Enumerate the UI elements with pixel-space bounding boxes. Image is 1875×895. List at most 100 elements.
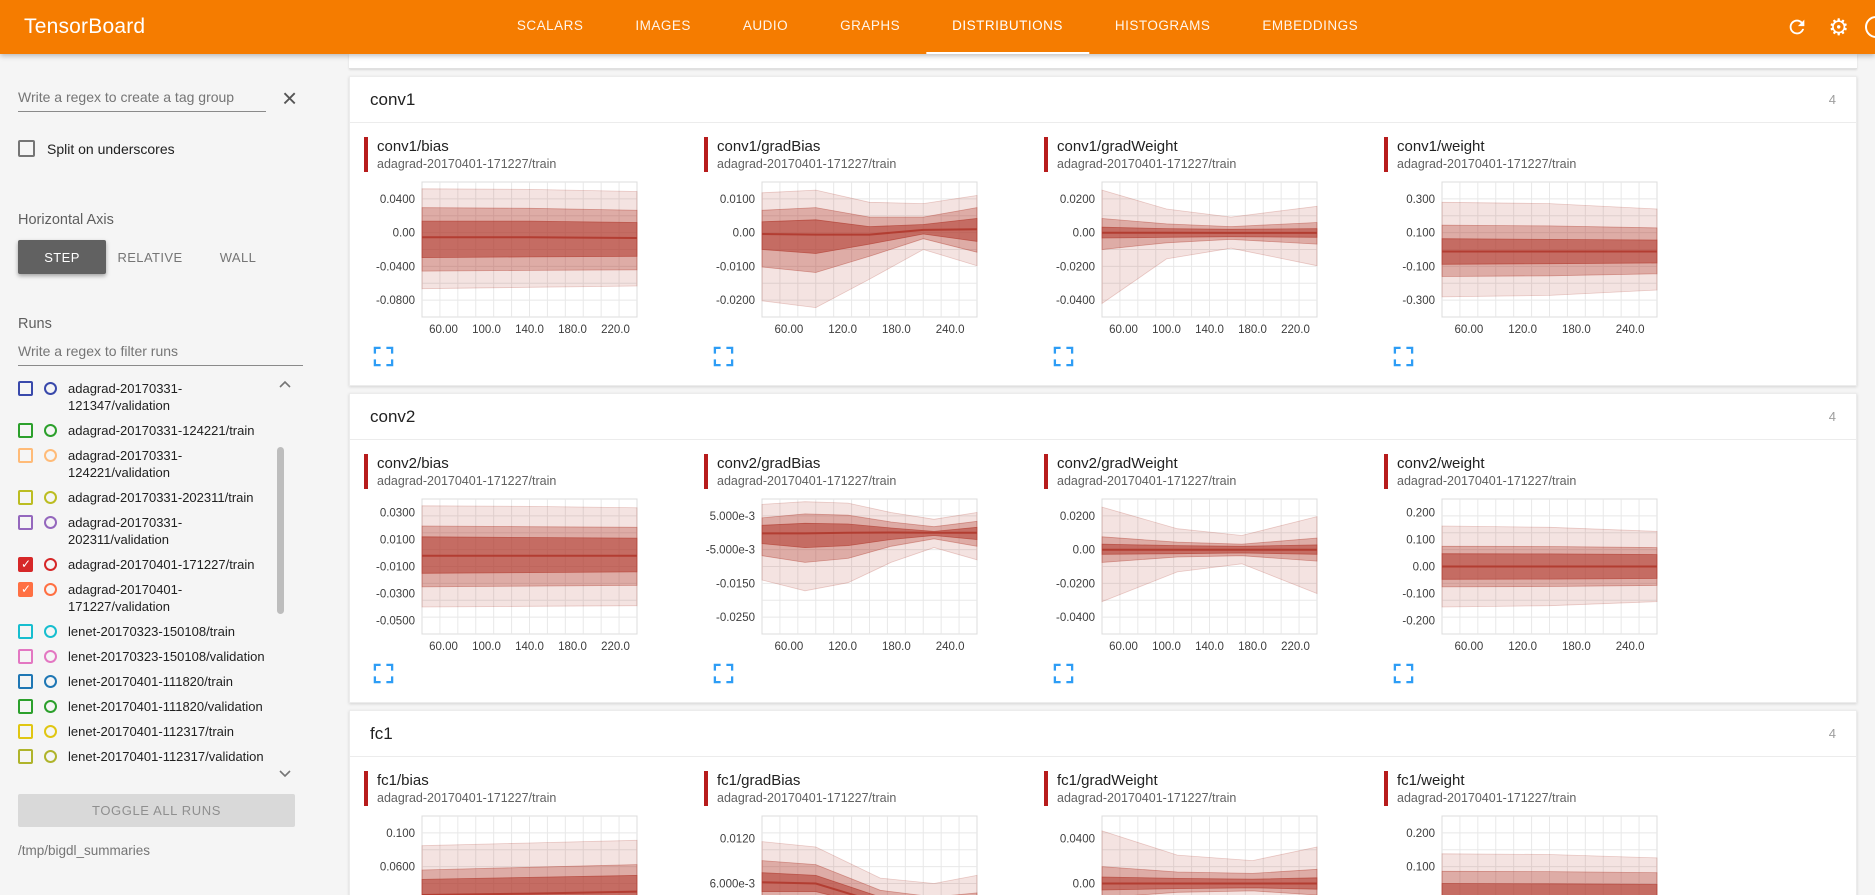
tab-images[interactable]: IMAGES [635, 18, 691, 33]
scroll-down-icon[interactable] [278, 769, 292, 778]
runs-scrollbar-thumb[interactable] [277, 447, 284, 614]
previous-card-edge [349, 54, 1857, 69]
section-header[interactable]: conv1 4 [350, 77, 1856, 123]
axis-relative-button[interactable]: RELATIVE [106, 240, 194, 274]
run-row[interactable]: adagrad-20170401-171227/train [18, 552, 288, 577]
run-row[interactable]: adagrad-20170331-124221/validation [18, 443, 288, 485]
chart-block: conv1/gradWeight adagrad-20170401-171227… [1044, 137, 1384, 375]
fullscreen-icon [373, 663, 394, 684]
run-row[interactable]: lenet-20170401-112317/validation [18, 744, 288, 769]
fullscreen-icon [1393, 663, 1414, 684]
svg-text:0.300: 0.300 [1406, 194, 1435, 206]
run-checkbox[interactable] [18, 490, 33, 505]
run-row[interactable]: adagrad-20170331-202311/train [18, 485, 288, 510]
run-row[interactable]: adagrad-20170331-202311/validation [18, 510, 288, 552]
tag-section-card: conv1 4 conv1/bias adagrad-20170401-1712… [349, 76, 1857, 386]
app-title: TensorBoard [24, 15, 146, 38]
runs-list: adagrad-20170331-121347/validation adagr… [18, 376, 288, 778]
chart-title: conv1/weight [1397, 138, 1485, 155]
tab-graphs[interactable]: GRAPHS [840, 18, 901, 33]
svg-text:-0.0300: -0.0300 [376, 589, 415, 601]
tab-histograms[interactable]: HISTOGRAMS [1114, 18, 1211, 33]
scroll-up-icon[interactable] [278, 380, 292, 389]
svg-text:100.0: 100.0 [1152, 641, 1181, 653]
section-header[interactable]: fc1 4 [350, 711, 1856, 757]
tab-audio[interactable]: AUDIO [742, 18, 789, 33]
run-checkbox[interactable] [18, 381, 33, 396]
runs-regex-input[interactable] [18, 338, 303, 366]
split-checkbox[interactable] [18, 140, 35, 157]
run-checkbox[interactable] [18, 448, 33, 463]
chart-block: fc1/bias adagrad-20170401-171227/train 0… [364, 771, 704, 895]
run-row[interactable]: lenet-20170401-111820/validation [18, 694, 288, 719]
expand-chart-button[interactable] [372, 662, 398, 688]
tag-regex-input[interactable] [18, 84, 266, 112]
run-row[interactable]: adagrad-20170331-124221/train [18, 418, 288, 443]
clear-tag-filter-icon[interactable]: × [282, 83, 298, 113]
settings-gear-icon[interactable]: ⚙ [1828, 13, 1849, 40]
expand-chart-button[interactable] [1052, 345, 1078, 371]
section-title: conv1 [370, 89, 416, 109]
run-label: lenet-20170323-150108/validation [68, 649, 265, 664]
toggle-all-runs-button[interactable]: TOGGLE ALL RUNS [18, 794, 295, 827]
expand-chart-button[interactable] [1052, 662, 1078, 688]
axis-wall-button[interactable]: WALL [194, 240, 282, 274]
runs-panel: adagrad-20170331-121347/validation adagr… [18, 376, 318, 778]
run-color-marker [1044, 454, 1048, 489]
axis-step-button[interactable]: STEP [18, 240, 106, 274]
section-header[interactable]: conv2 4 [350, 394, 1856, 440]
chart-block: fc1/gradWeight adagrad-20170401-171227/t… [1044, 771, 1384, 895]
chart-title: fc1/weight [1397, 772, 1465, 789]
svg-text:120.0: 120.0 [1508, 641, 1537, 653]
run-row[interactable]: adagrad-20170331-121347/validation [18, 376, 288, 418]
expand-chart-button[interactable] [712, 345, 738, 371]
run-row[interactable]: lenet-20170323-150108/validation [18, 644, 288, 669]
run-color-circle [44, 382, 57, 395]
run-checkbox[interactable] [18, 724, 33, 739]
run-label: adagrad-20170401-171227/train [68, 557, 255, 572]
run-color-marker [1384, 137, 1388, 172]
expand-chart-button[interactable] [1392, 345, 1418, 371]
svg-text:0.0400: 0.0400 [380, 194, 415, 206]
chart-title: fc1/bias [377, 772, 429, 789]
expand-chart-button[interactable] [1392, 662, 1418, 688]
run-checkbox[interactable] [18, 699, 33, 714]
tab-scalars[interactable]: SCALARS [516, 18, 584, 33]
chart-run-subtitle: adagrad-20170401-171227/train [717, 157, 897, 171]
run-label: lenet-20170401-112317/validation [68, 749, 264, 764]
run-color-marker [1044, 771, 1048, 806]
run-checkbox[interactable] [18, 749, 33, 764]
run-checkbox[interactable] [18, 582, 33, 597]
svg-text:60.00: 60.00 [774, 641, 803, 653]
run-checkbox[interactable] [18, 674, 33, 689]
help-icon[interactable] [1865, 16, 1875, 38]
expand-chart-button[interactable] [712, 662, 738, 688]
chart-run-subtitle: adagrad-20170401-171227/train [1057, 157, 1237, 171]
cards-container: conv1 4 conv1/bias adagrad-20170401-1712… [331, 76, 1875, 895]
chart-run-subtitle: adagrad-20170401-171227/train [1057, 791, 1237, 805]
run-row[interactable]: lenet-20170401-112317/train [18, 719, 288, 744]
tab-embeddings[interactable]: EMBEDDINGS [1262, 18, 1359, 33]
tab-distributions[interactable]: DISTRIBUTIONS [926, 0, 1089, 54]
run-row[interactable]: lenet-20170401-111820/train [18, 669, 288, 694]
run-checkbox[interactable] [18, 624, 33, 639]
run-row[interactable]: lenet-20170323-150108/train [18, 619, 288, 644]
run-row[interactable]: adagrad-20170401-171227/validation [18, 577, 288, 619]
chart-run-subtitle: adagrad-20170401-171227/train [1397, 157, 1577, 171]
refresh-icon[interactable] [1786, 16, 1808, 38]
run-checkbox[interactable] [18, 649, 33, 664]
svg-text:60.00: 60.00 [1454, 324, 1483, 336]
expand-chart-button[interactable] [372, 345, 398, 371]
svg-text:180.0: 180.0 [1562, 324, 1591, 336]
section-title: conv2 [370, 406, 416, 426]
chart-run-subtitle: adagrad-20170401-171227/train [377, 157, 557, 171]
chart-block: conv1/gradBias adagrad-20170401-171227/t… [704, 137, 1044, 375]
split-on-underscores-row[interactable]: Split on underscores [18, 140, 331, 157]
svg-text:0.00: 0.00 [1073, 545, 1095, 557]
svg-text:-0.0150: -0.0150 [716, 578, 755, 590]
run-checkbox[interactable] [18, 515, 33, 530]
fullscreen-icon [373, 346, 394, 367]
run-checkbox[interactable] [18, 557, 33, 572]
run-checkbox[interactable] [18, 423, 33, 438]
